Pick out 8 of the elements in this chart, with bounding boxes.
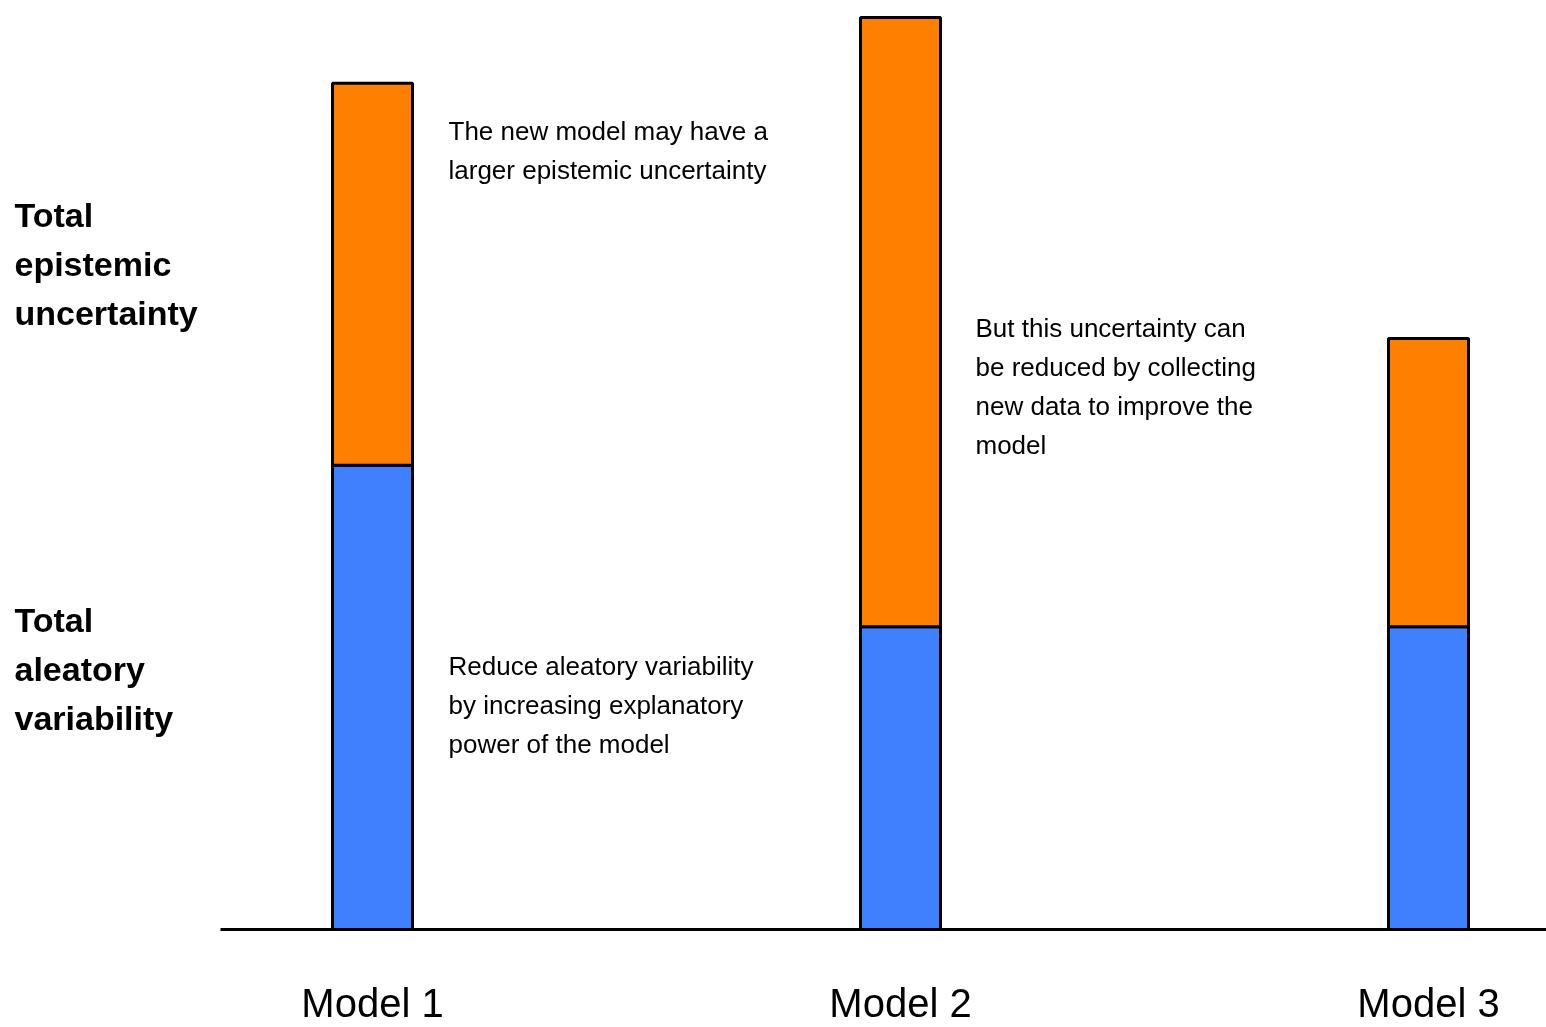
x-tick-label: Model 3: [1357, 980, 1500, 1025]
annotation: Reduce aleatory variability by increasing explanatory power of the model: [448, 650, 754, 759]
text: Total aleatory variability: [14, 600, 174, 738]
text: Total epistemic uncertainty: [14, 195, 198, 333]
annotation: But this uncertainty can be reduced by collecting new data to improve the model: [975, 312, 1256, 460]
annotation: The new model may have a larger epistemic uncertainty: [448, 115, 769, 185]
x-tick-label: Model 1: [301, 980, 444, 1025]
x-tick-label: Model 2: [829, 980, 972, 1025]
